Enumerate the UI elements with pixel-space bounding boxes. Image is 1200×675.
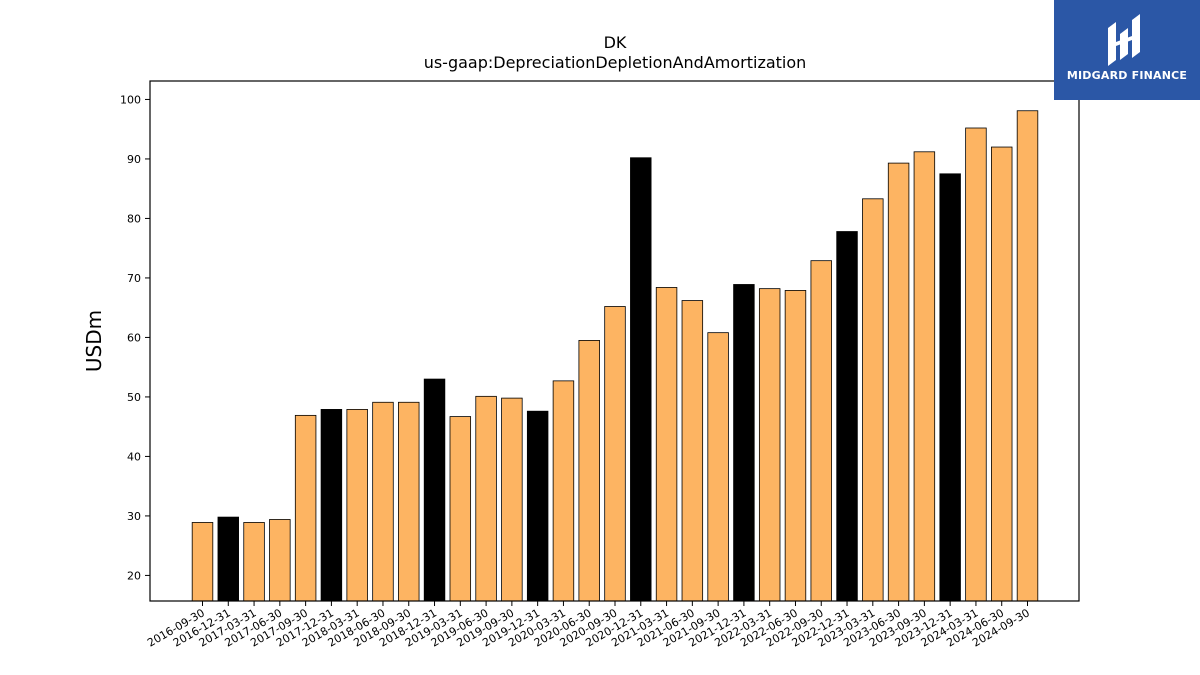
bar-2019-06-30: [475, 395, 497, 602]
y-tick-label: 20: [127, 569, 141, 582]
bar-2017-09-30: [294, 414, 317, 602]
bar-2023-06-30: [887, 162, 910, 602]
bar-2017-06-30: [269, 519, 291, 602]
y-tick-label: 50: [127, 391, 141, 404]
bar-2016-09-30: [191, 522, 214, 602]
bar-2017-03-31: [243, 522, 265, 602]
bar-2024-06-30: [991, 146, 1013, 602]
bar-2023-12-31: [939, 173, 961, 602]
bar-2021-03-31: [655, 287, 678, 602]
bar-2022-09-30: [810, 260, 832, 602]
y-tick-label: 90: [127, 153, 141, 166]
y-tick-label: 60: [127, 331, 141, 344]
y-tick-label: 70: [127, 272, 141, 285]
bar-2024-09-30: [1016, 110, 1039, 602]
y-tick-label: 100: [120, 93, 141, 106]
bar-2022-12-31: [836, 231, 858, 602]
bar-2018-09-30: [398, 401, 420, 602]
bar-2020-06-30: [578, 340, 600, 602]
midgard-logo-icon: [1108, 14, 1140, 66]
bar-2018-12-31: [423, 378, 446, 602]
bars: [191, 110, 1039, 602]
bar-2017-12-31: [320, 409, 343, 602]
bar-2020-12-31: [630, 157, 652, 602]
bar-2021-12-31: [733, 284, 755, 602]
y-tick-label: 40: [127, 450, 141, 463]
bar-2022-06-30: [784, 290, 807, 602]
bar-2018-03-31: [346, 409, 368, 602]
y-axis-label: USDm: [82, 310, 106, 372]
chart-title: DK: [604, 33, 627, 52]
x-axis-ticks: 2016-09-302016-12-312017-03-312017-06-30…: [145, 601, 1032, 650]
y-tick-label: 30: [127, 510, 141, 523]
bar-2022-03-31: [758, 288, 781, 602]
bar-2020-09-30: [604, 306, 626, 602]
y-tick-label: 80: [127, 212, 141, 225]
bar-2018-06-30: [372, 401, 394, 602]
plot-frame: [149, 80, 1080, 602]
bar-2019-09-30: [501, 397, 523, 602]
bar-2023-09-30: [913, 151, 936, 602]
bar-2021-06-30: [681, 300, 704, 602]
bar-2016-12-31: [217, 516, 239, 602]
chart-subtitle: us-gaap:DepreciationDepletionAndAmortiza…: [424, 53, 807, 72]
midgard-finance-logo: MIDGARD FINANCE: [1054, 0, 1200, 100]
bar-2024-03-31: [965, 127, 987, 602]
bar-2020-03-31: [552, 380, 575, 602]
bar-2021-09-30: [707, 332, 729, 602]
bar-2023-03-31: [862, 198, 884, 602]
bar-2019-12-31: [526, 410, 549, 602]
logo-text: MIDGARD FINANCE: [1066, 69, 1188, 82]
y-axis-ticks: 20 30 40 50 60 70 80 90 100: [120, 93, 150, 582]
bar-2019-03-31: [449, 416, 472, 602]
